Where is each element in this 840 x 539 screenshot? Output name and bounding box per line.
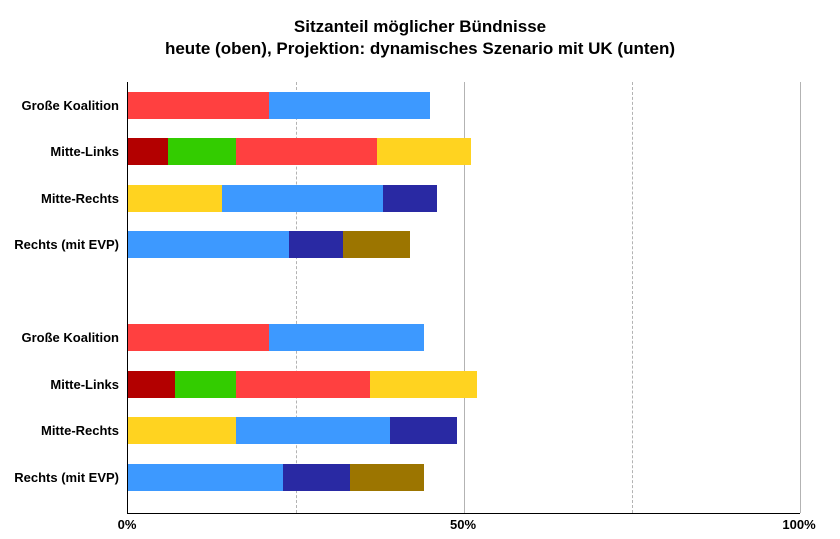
bar-segment-yellow (128, 184, 223, 212)
category-label: Große Koalition (21, 330, 120, 346)
bar-segment-dark_blue (282, 463, 350, 491)
x-axis-labels: 0% 50% 100% (118, 517, 816, 535)
gridline-solid-100 (800, 82, 801, 513)
bar-segment-blue (128, 231, 290, 259)
stacked-bar (128, 463, 424, 491)
bar-segment-dark_red (128, 138, 169, 166)
category-label: Große Koalition (21, 97, 120, 113)
gridline-dashed-25 (296, 82, 297, 513)
category-label: Rechts (mit EVP) (14, 237, 119, 253)
stacked-bar (128, 184, 438, 212)
bar-segment-green (175, 370, 236, 398)
stacked-bar (128, 417, 458, 445)
bar-segment-red (128, 324, 270, 352)
category-label: Mitte-Links (50, 144, 119, 160)
gridline-solid-50 (464, 82, 465, 513)
category-label: Rechts (mit EVP) (14, 469, 119, 485)
stacked-bar (128, 370, 478, 398)
x-tick-label-0: 0% (117, 517, 137, 532)
bar-segment-red (128, 91, 270, 119)
bar-segment-dark_yellow (343, 231, 411, 259)
bar-segment-yellow (369, 370, 478, 398)
bar-segment-dark_red (128, 370, 176, 398)
stacked-bar (128, 91, 431, 119)
stacked-bar (128, 324, 424, 352)
bar-segment-red (235, 138, 377, 166)
chart-title: Sitzanteil möglicher Bündnisse (293, 17, 547, 36)
chart-title-block: Sitzanteil möglicher Bündnisse heute (ob… (0, 16, 840, 60)
category-label: Mitte-Rechts (40, 423, 119, 439)
bar-segment-dark_blue (390, 417, 458, 445)
bar-segment-dark_blue (289, 231, 344, 259)
plot-area (127, 82, 801, 514)
bar-segment-green (168, 138, 236, 166)
category-label: Mitte-Links (50, 376, 119, 392)
bar-segment-blue (128, 463, 283, 491)
bar-segment-blue (269, 324, 424, 352)
x-tick-label-50: 50% (449, 517, 477, 532)
category-label: Mitte-Rechts (40, 190, 119, 206)
bar-segment-blue (222, 184, 384, 212)
bar-segment-yellow (128, 417, 236, 445)
bar-segment-blue (235, 417, 391, 445)
bar-segment-dark_yellow (349, 463, 424, 491)
bar-segment-yellow (376, 138, 471, 166)
stacked-bar (128, 231, 411, 259)
bar-segment-blue (269, 91, 431, 119)
bar-segment-dark_blue (383, 184, 438, 212)
stacked-bar (128, 138, 471, 166)
bar-segment-red (235, 370, 370, 398)
x-tick-label-100: 100% (782, 517, 816, 532)
chart-subtitle: heute (oben), Projektion: dynamisches Sz… (164, 39, 676, 58)
gridline-dashed-75 (632, 82, 633, 513)
